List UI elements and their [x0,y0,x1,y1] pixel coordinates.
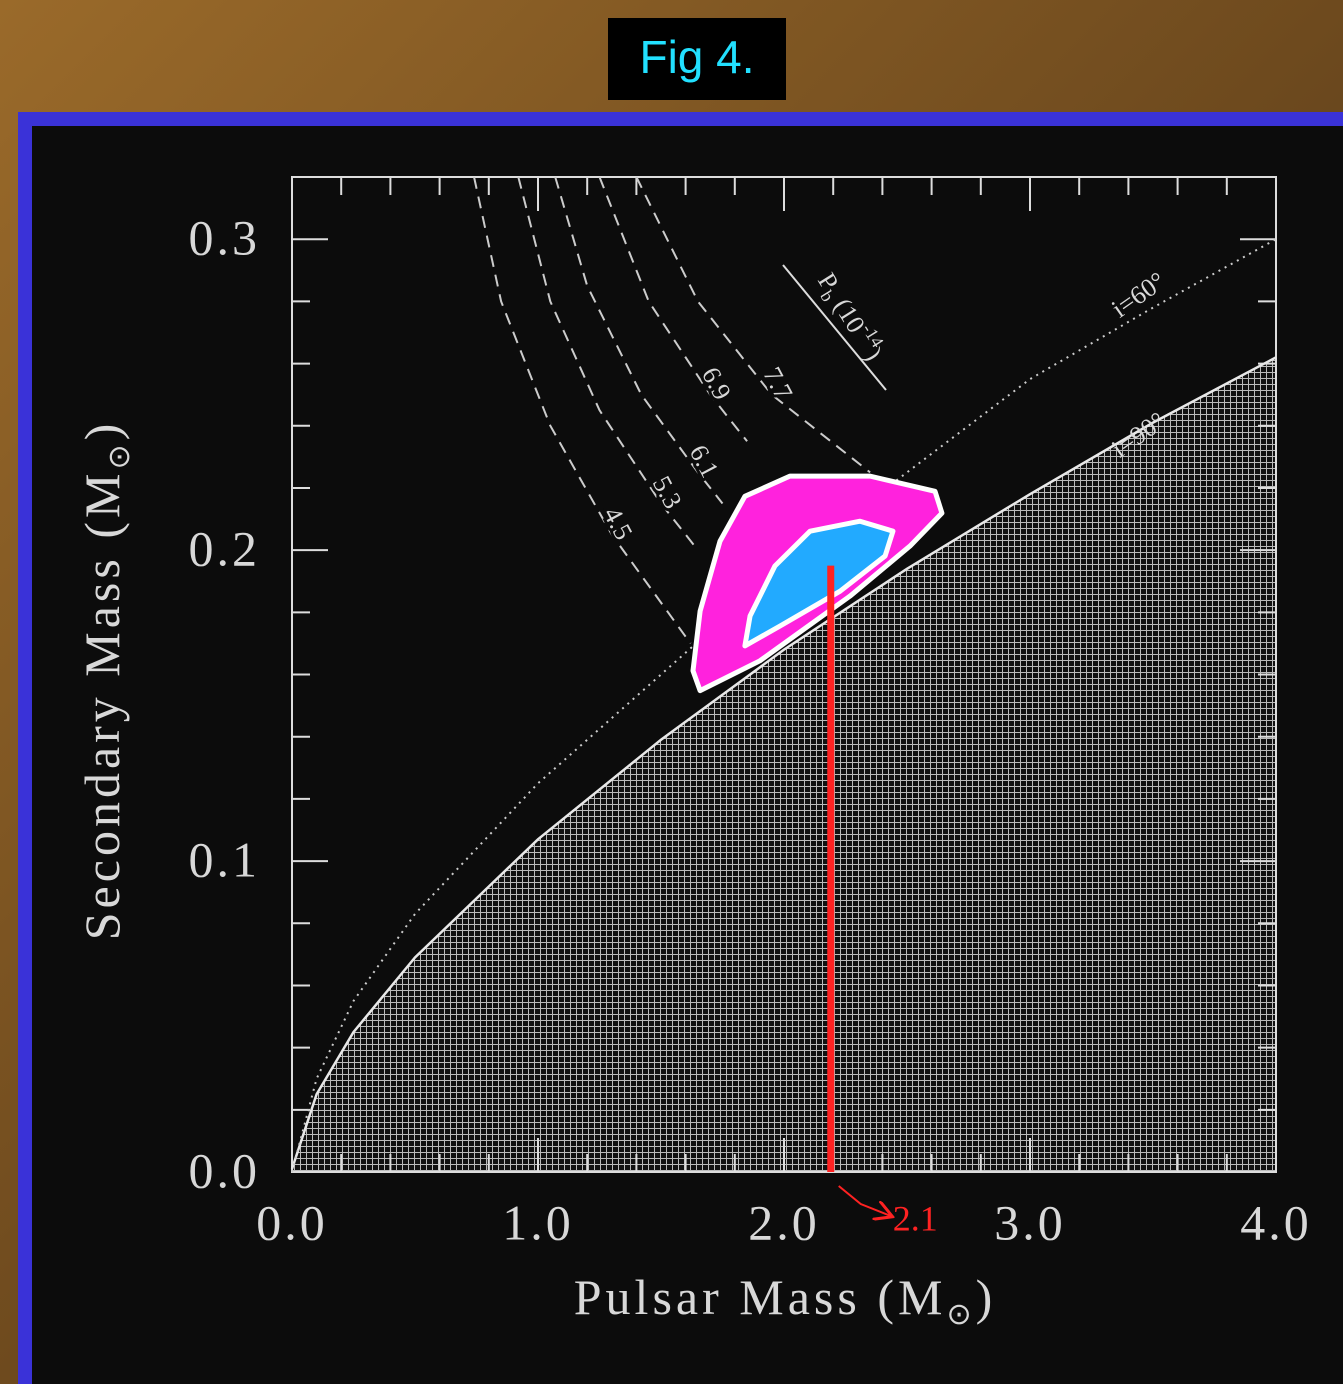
x-tick-label: 3.0 [994,1194,1066,1250]
x-tick-label: 2.0 [748,1194,820,1250]
y-tick-label: 0.0 [189,1142,261,1198]
marker-label: 2.1 [893,1198,938,1238]
x-axis-label: Pulsar Mass (M⊙) [574,1269,996,1330]
y-axis-label: Secondary Mass (M⊙) [74,420,135,941]
y-tick-label: 0.2 [189,521,261,577]
y-tick-label: 0.1 [189,832,261,888]
x-axis-label-part: Pulsar Mass (M [574,1269,947,1325]
page: {"chart_data": { "type": "line", "title"… [0,0,1343,1384]
x-tick-label: 1.0 [502,1194,574,1250]
y-axis-label-part: ) [74,420,130,441]
x-tick-label: 0.0 [256,1194,328,1250]
y-tick-label: 0.3 [189,210,261,266]
x-axis-label-part: ⊙ [946,1298,975,1331]
chart: Fig 4. 0.0 1.0 2.0 3.0 4.0 0.0 0.1 0.2 0.3 Pulsar… [0,0,1343,1384]
x-axis-label-part: ) [976,1269,997,1325]
y-axis-label-part: Secondary Mass (M [74,470,130,941]
y-axis-label-part: ⊙ [103,440,136,469]
chart-title: Fig 4. [639,31,754,83]
x-tick-label: 4.0 [1240,1194,1312,1250]
